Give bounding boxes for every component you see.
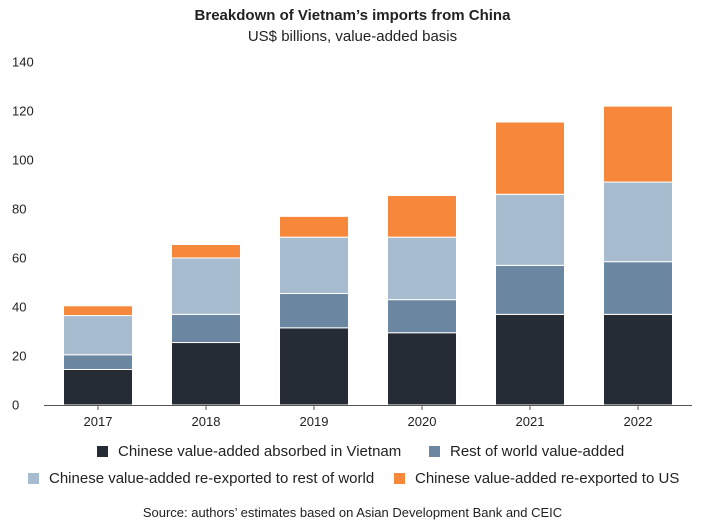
bar-2019-rest_of_world bbox=[279, 293, 349, 329]
bar-2021-reexport_us bbox=[495, 121, 565, 195]
y-tick-label-0: 0 bbox=[12, 398, 19, 413]
bar-2022-reexport_us bbox=[603, 105, 673, 183]
legend-label-absorbed: Chinese value-added absorbed in Vietnam bbox=[118, 443, 402, 460]
y-tick-label-120: 120 bbox=[12, 104, 34, 119]
bar-2022-reexport_row bbox=[603, 181, 673, 263]
bar-2019-reexport_row bbox=[279, 236, 349, 295]
chart-title: Breakdown of Vietnam’s imports from Chin… bbox=[194, 7, 511, 24]
y-tick-label-20: 20 bbox=[12, 349, 26, 364]
bar-2020-rest_of_world bbox=[387, 299, 457, 334]
x-tick-label-2019: 2019 bbox=[300, 414, 329, 429]
bar-2018-reexport_row bbox=[171, 257, 241, 315]
x-tick-label-2022: 2022 bbox=[624, 414, 653, 429]
bar-2022-absorbed bbox=[603, 313, 673, 406]
legend-label-rest-of-world: Rest of world value-added bbox=[450, 443, 625, 460]
y-tick-label-100: 100 bbox=[12, 153, 34, 168]
bar-2018-absorbed bbox=[171, 342, 241, 406]
source-note: Source: authors’ estimates based on Asia… bbox=[142, 505, 563, 520]
bar-2020-absorbed bbox=[387, 332, 457, 406]
legend-swatch-absorbed bbox=[97, 446, 108, 457]
x-tick-label-2020: 2020 bbox=[408, 414, 437, 429]
legend-label-reexport-row: Chinese value-added re-exported to rest … bbox=[49, 470, 375, 487]
bar-2017-absorbed bbox=[63, 368, 133, 406]
legend-item-reexport-us: Chinese value-added re-exported to US bbox=[394, 470, 679, 487]
bar-2020-reexport_row bbox=[387, 236, 457, 301]
legend-label-reexport-us: Chinese value-added re-exported to US bbox=[415, 470, 680, 487]
chart-subtitle: US$ billions, value-added basis bbox=[247, 28, 458, 45]
bar-2017-reexport_row bbox=[63, 315, 133, 356]
y-tick-label-60: 60 bbox=[12, 251, 26, 266]
y-tick-label-80: 80 bbox=[12, 202, 26, 217]
bar-2018-reexport_us bbox=[171, 244, 241, 259]
legend-item-rest-of-world: Rest of world value-added bbox=[429, 443, 624, 460]
y-tick-label-40: 40 bbox=[12, 300, 26, 315]
bar-2017-reexport_us bbox=[63, 305, 133, 317]
bar-2021-rest_of_world bbox=[495, 264, 565, 315]
bar-2019-reexport_us bbox=[279, 215, 349, 238]
bar-2019-absorbed bbox=[279, 327, 349, 406]
legend-swatch-reexport-us bbox=[394, 473, 405, 484]
legend-item-reexport-row: Chinese value-added re-exported to rest … bbox=[28, 470, 374, 487]
legend-item-absorbed: Chinese value-added absorbed in Vietnam bbox=[97, 443, 401, 460]
bar-2020-reexport_us bbox=[387, 195, 457, 238]
legend-swatch-rest-of-world bbox=[429, 446, 440, 457]
bar-2021-absorbed bbox=[495, 313, 565, 406]
bar-2017-rest_of_world bbox=[63, 354, 133, 370]
y-tick-label-140: 140 bbox=[12, 55, 34, 70]
x-tick-label-2021: 2021 bbox=[516, 414, 545, 429]
bar-2022-rest_of_world bbox=[603, 261, 673, 315]
x-tick-label-2018: 2018 bbox=[192, 414, 221, 429]
bar-2018-rest_of_world bbox=[171, 313, 241, 344]
legend-swatch-reexport-row bbox=[28, 473, 39, 484]
bar-2021-reexport_row bbox=[495, 193, 565, 266]
x-tick-label-2017: 2017 bbox=[84, 414, 113, 429]
